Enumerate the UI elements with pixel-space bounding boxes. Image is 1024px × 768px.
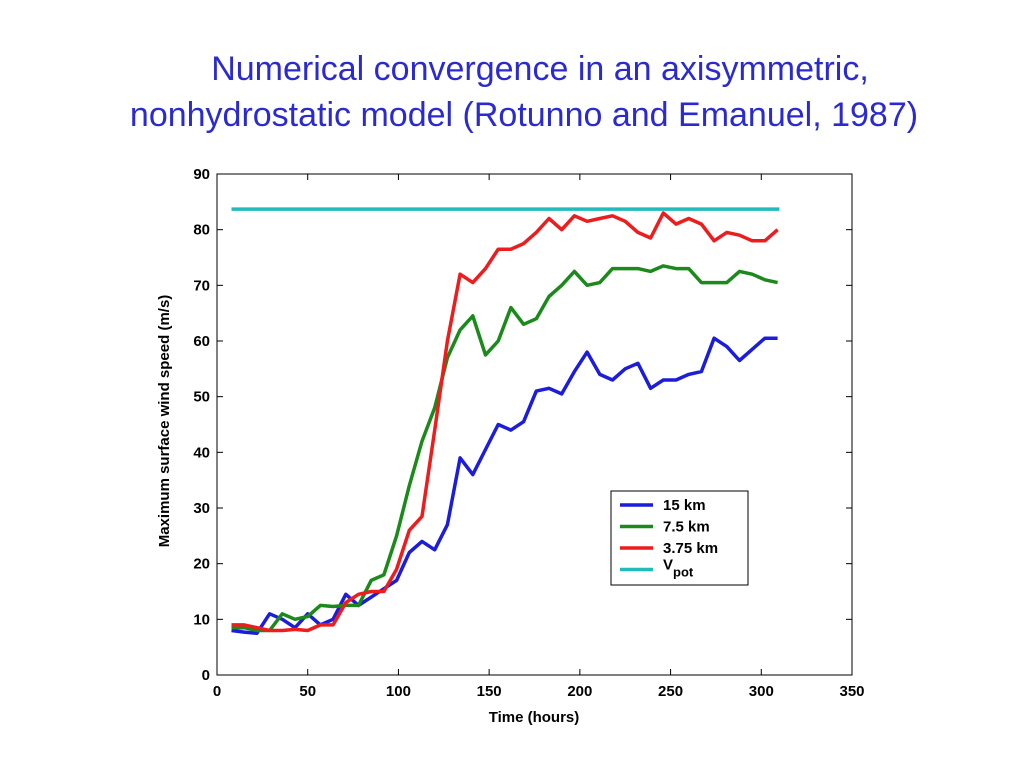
- x-tick-label: 350: [839, 683, 864, 700]
- y-tick-label: 50: [193, 389, 210, 406]
- x-tick-label: 300: [749, 683, 774, 700]
- legend-label: 3.75 km: [663, 540, 718, 557]
- y-tick-label: 70: [193, 277, 210, 294]
- x-tick-label: 150: [477, 683, 502, 700]
- y-tick-label: 10: [193, 611, 210, 628]
- legend-label-main: 7.5 km: [663, 519, 710, 536]
- y-tick-label: 80: [193, 222, 210, 239]
- legend-label-main: V: [663, 557, 673, 574]
- y-tick-label: 90: [193, 166, 210, 183]
- series-line: [231, 211, 779, 633]
- y-tick-label: 60: [193, 333, 210, 350]
- x-tick-label: 100: [386, 683, 411, 700]
- title-line: nonhydrostatic model (Rotunno and Emanue…: [130, 96, 918, 134]
- y-tick-label: 20: [193, 556, 210, 573]
- x-tick-label: 50: [299, 683, 316, 700]
- title-line: Numerical convergence in an axisymmetric…: [211, 50, 869, 88]
- y-axis-label: Maximum surface wind speed (m/s): [156, 295, 173, 548]
- legend-label-subscript: pot: [673, 565, 694, 580]
- legend-label: 15 km: [663, 497, 706, 514]
- x-tick-label: 250: [658, 683, 683, 700]
- y-tick-label: 0: [202, 667, 210, 684]
- y-tick-label: 30: [193, 500, 210, 517]
- legend-label: 7.5 km: [663, 519, 710, 536]
- legend-label-main: 15 km: [663, 497, 706, 514]
- y-tick-label: 40: [193, 444, 210, 461]
- legend-label-main: 3.75 km: [663, 540, 718, 557]
- x-axis-label: Time (hours): [489, 709, 580, 726]
- x-tick-label: 200: [567, 683, 592, 700]
- series-line: [231, 264, 778, 633]
- series-line: [231, 336, 778, 636]
- x-tick-label: 0: [213, 683, 221, 700]
- legend-label: Vpot: [663, 557, 694, 580]
- plot-frame: [216, 173, 853, 676]
